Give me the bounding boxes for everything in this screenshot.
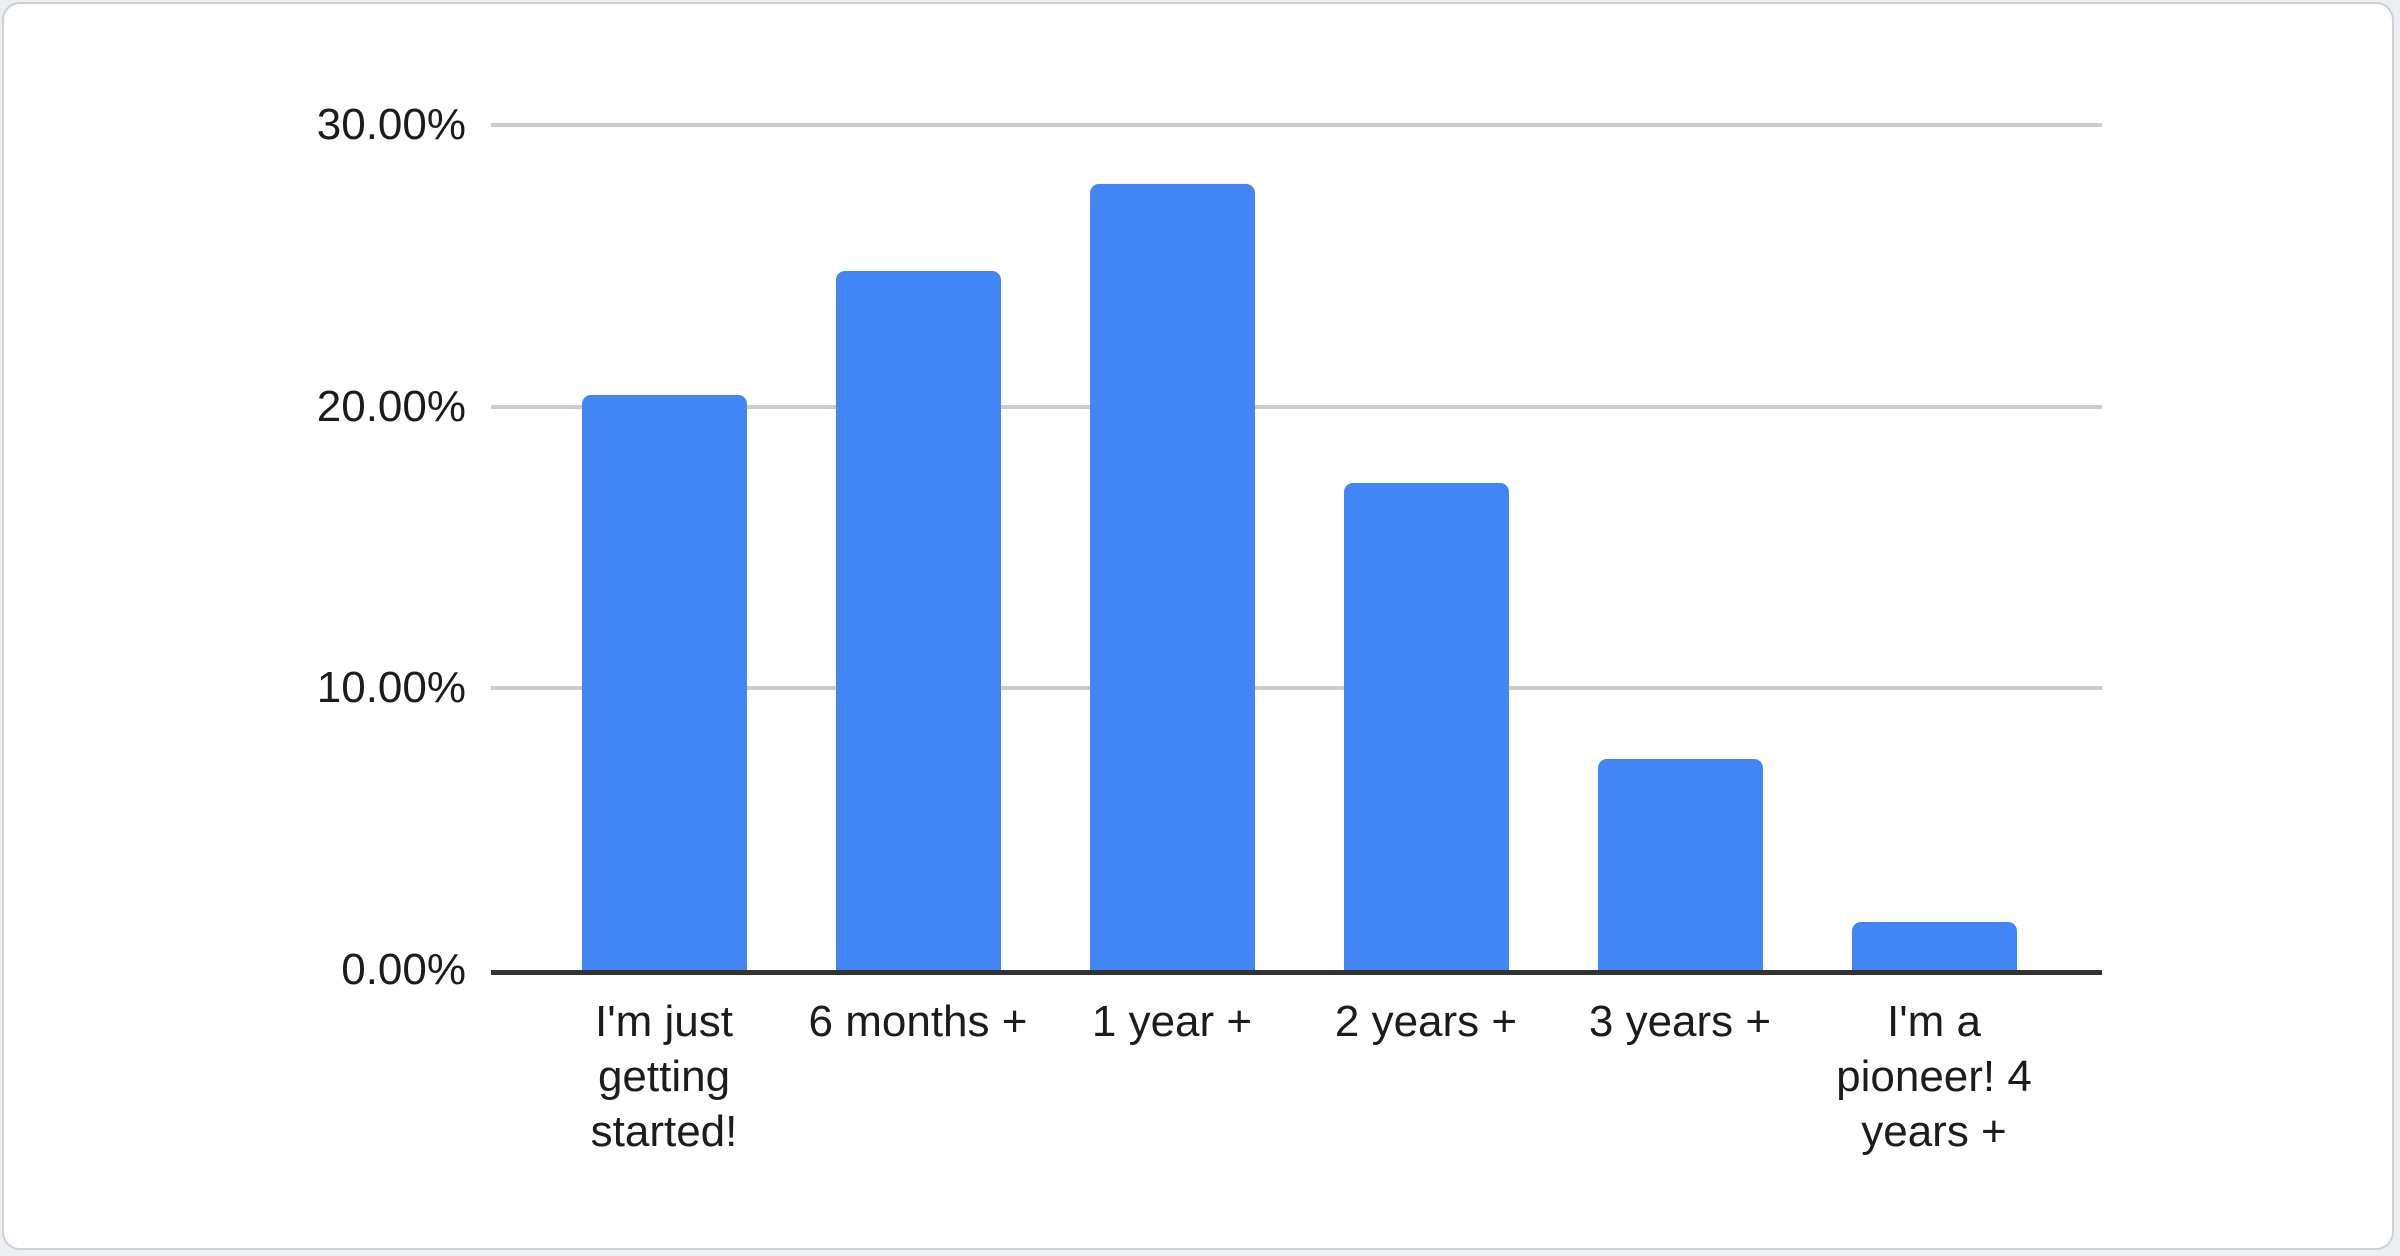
x-axis-category-label-2: 1 year + — [1091, 997, 1253, 1046]
chart-bar-4[interactable] — [1597, 759, 1763, 970]
gridline-20.00% — [491, 404, 2102, 409]
x-axis-line — [491, 970, 2102, 975]
x-axis-category-label-5: I'm a pioneer! 4 years + — [1836, 997, 2032, 1156]
chart-bar-3[interactable] — [1343, 483, 1509, 970]
x-axis-category-label-0: I'm just getting started! — [590, 997, 738, 1156]
chart-bar-2[interactable] — [1089, 184, 1255, 970]
gridlines-layer — [4, 4, 2392, 1248]
x-axis-category-label-4: 3 years + — [1588, 997, 1772, 1046]
x-axis-category-label-3: 2 years + — [1334, 997, 1518, 1046]
chart-bar-5[interactable] — [1851, 922, 2017, 970]
chart-bar-0[interactable] — [581, 395, 747, 970]
chart-bar-1[interactable] — [835, 271, 1001, 970]
y-axis-tick-label: 10.00% — [316, 663, 466, 713]
bars-layer — [4, 4, 2392, 1248]
gridline-30.00% — [491, 123, 2102, 127]
y-axis-tick-label: 20.00% — [316, 381, 466, 431]
x-axis-category-label-1: 6 months + — [808, 997, 1028, 1046]
y-axis-labels: 30.00% 20.00% 10.00% 0.00% — [4, 4, 2392, 1248]
x-axis-labels: I'm just getting started! 6 months + 1 yea… — [4, 4, 2392, 1248]
gridline-10.00% — [491, 686, 2102, 691]
bar-chart: 30.00% 20.00% 10.00% 0.00% I'm just getting… — [4, 4, 2392, 1248]
y-axis-tick-label: 30.00% — [316, 100, 466, 149]
y-axis-tick-label: 0.00% — [341, 945, 466, 994]
